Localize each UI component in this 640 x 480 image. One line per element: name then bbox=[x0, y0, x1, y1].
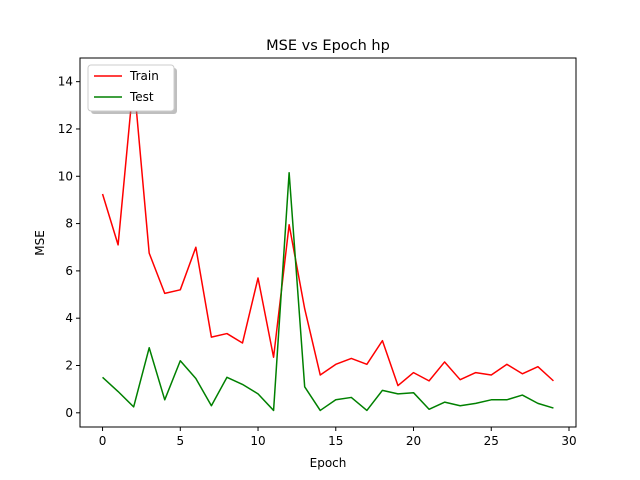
legend-label-train: Train bbox=[129, 69, 159, 83]
chart-title: MSE vs Epoch hp bbox=[266, 38, 390, 54]
x-tick-label: 5 bbox=[176, 434, 184, 448]
axes-frame bbox=[79, 57, 577, 428]
y-tick-label: 14 bbox=[58, 75, 73, 89]
series-group bbox=[101, 78, 554, 412]
x-axis-ticks: 0 5 10 15 20 25 30 bbox=[99, 427, 577, 448]
y-tick-label: 2 bbox=[65, 359, 73, 373]
y-axis-label: MSE bbox=[33, 230, 47, 256]
x-tick-label: 25 bbox=[484, 434, 499, 448]
legend: Train Test bbox=[87, 64, 177, 114]
y-tick-label: 10 bbox=[58, 169, 73, 183]
y-tick-label: 12 bbox=[58, 122, 73, 136]
y-tick-label: 0 bbox=[65, 406, 73, 420]
x-tick-label: 10 bbox=[250, 434, 265, 448]
y-axis-ticks: 0 2 4 6 8 10 12 14 bbox=[58, 75, 80, 420]
x-tick-label: 15 bbox=[328, 434, 343, 448]
x-axis-label: Epoch bbox=[310, 456, 347, 470]
y-tick-label: 6 bbox=[65, 264, 73, 278]
series-line-train bbox=[101, 78, 554, 387]
series-line-test bbox=[102, 171, 554, 412]
legend-label-test: Test bbox=[129, 90, 154, 104]
y-tick-label: 4 bbox=[65, 311, 73, 325]
x-tick-label: 20 bbox=[406, 434, 421, 448]
y-tick-label: 8 bbox=[65, 217, 73, 231]
x-tick-label: 0 bbox=[99, 434, 107, 448]
x-tick-label: 30 bbox=[561, 434, 576, 448]
